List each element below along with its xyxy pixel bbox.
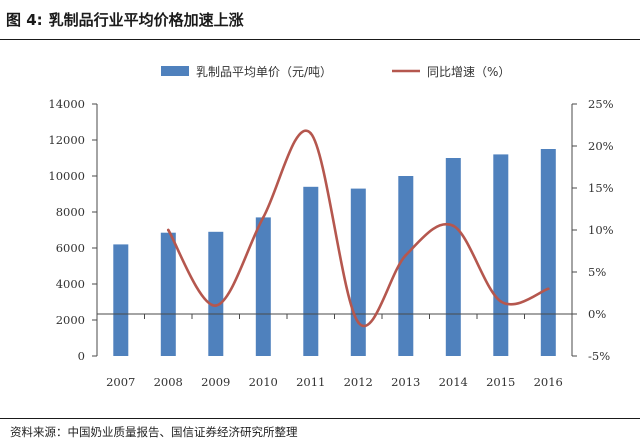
line-point-2009 bbox=[214, 304, 218, 307]
y-right-tick-label: 25% bbox=[588, 97, 614, 111]
bar-2008 bbox=[160, 232, 176, 356]
y-left-tick-label: 14000 bbox=[48, 97, 85, 111]
x-tick-label: 2016 bbox=[534, 375, 563, 389]
y-right-tick-label: 10% bbox=[588, 223, 614, 237]
legend-label-bar: 乳制品平均单价（元/吨） bbox=[196, 65, 332, 79]
combo-chart: 乳制品平均单价（元/吨） 同比增速（%） 0 2000 4000 6000 8000 100… bbox=[48, 65, 613, 389]
y-left-tick-label: 12000 bbox=[48, 133, 85, 147]
y-right-tick-label: -5% bbox=[588, 349, 610, 363]
figure-header: 图 4: 乳制品行业平均价格加速上涨 bbox=[0, 0, 640, 40]
line-point-2008 bbox=[166, 228, 170, 232]
y-left-tick-label: 8000 bbox=[56, 205, 85, 219]
x-tick-label: 2008 bbox=[154, 375, 183, 389]
chart-legend: 乳制品平均单价（元/吨） 同比增速（%） bbox=[161, 65, 510, 79]
bar-2012 bbox=[350, 188, 366, 356]
y-left-tick-label: 6000 bbox=[56, 241, 85, 255]
line-point-2014 bbox=[451, 224, 455, 228]
bar-2015 bbox=[493, 154, 509, 356]
source-note: 资料来源：中国奶业质量报告、国信证券经济研究所整理 bbox=[10, 425, 298, 439]
y-left-tick-label: 4000 bbox=[56, 277, 85, 291]
bar-2007 bbox=[113, 244, 129, 356]
y-right-tick-label: 5% bbox=[588, 265, 606, 279]
figure-number: 图 4: bbox=[6, 11, 43, 29]
line-point-2011 bbox=[309, 132, 313, 135]
x-tick-label: 2015 bbox=[486, 375, 515, 389]
bar-2009 bbox=[208, 231, 224, 356]
y-left-tick-label: 2000 bbox=[56, 313, 85, 327]
x-tick-label: 2010 bbox=[249, 375, 278, 389]
line-point-2012 bbox=[356, 321, 360, 324]
x-tick-label: 2012 bbox=[344, 375, 373, 389]
y-left-tick-label: 0 bbox=[78, 349, 85, 363]
line-point-2015 bbox=[499, 300, 503, 303]
y-right-tick-label: 20% bbox=[588, 139, 614, 153]
x-tick-label: 2014 bbox=[439, 375, 468, 389]
bar-2014 bbox=[445, 158, 461, 356]
bar-2011 bbox=[303, 186, 319, 356]
line-point-2010 bbox=[261, 216, 265, 219]
bar-2010 bbox=[255, 217, 271, 356]
line-point-2013 bbox=[404, 253, 408, 257]
y-left-tick-label: 10000 bbox=[48, 169, 85, 183]
bar-series bbox=[113, 149, 556, 356]
bar-2016 bbox=[540, 149, 556, 356]
line-point-2016 bbox=[546, 287, 550, 291]
legend-swatch-bar bbox=[161, 66, 189, 76]
x-tick-label: 2011 bbox=[296, 375, 325, 389]
y-right-tick-label: 0% bbox=[588, 307, 606, 321]
y-right-tick-label: 15% bbox=[588, 181, 614, 195]
bar-2013 bbox=[398, 176, 414, 356]
x-tick-label: 2013 bbox=[391, 375, 420, 389]
x-tick-label: 2009 bbox=[201, 375, 230, 389]
figure-title-text: 乳制品行业平均价格加速上涨 bbox=[48, 11, 244, 29]
tick-labels: 0 2000 4000 6000 8000 10000 12000 14000 -5% 0% 5% 1… bbox=[48, 97, 613, 389]
figure-footer: 资料来源：中国奶业质量报告、国信证券经济研究所整理 bbox=[0, 418, 640, 445]
x-tick-label: 2007 bbox=[106, 375, 135, 389]
legend-label-line: 同比增速（%） bbox=[427, 65, 510, 79]
line-series bbox=[166, 129, 550, 327]
figure-title: 图 4: 乳制品行业平均价格加速上涨 bbox=[6, 9, 244, 30]
chart-axes bbox=[92, 103, 577, 357]
growth-rate-line bbox=[167, 129, 550, 327]
